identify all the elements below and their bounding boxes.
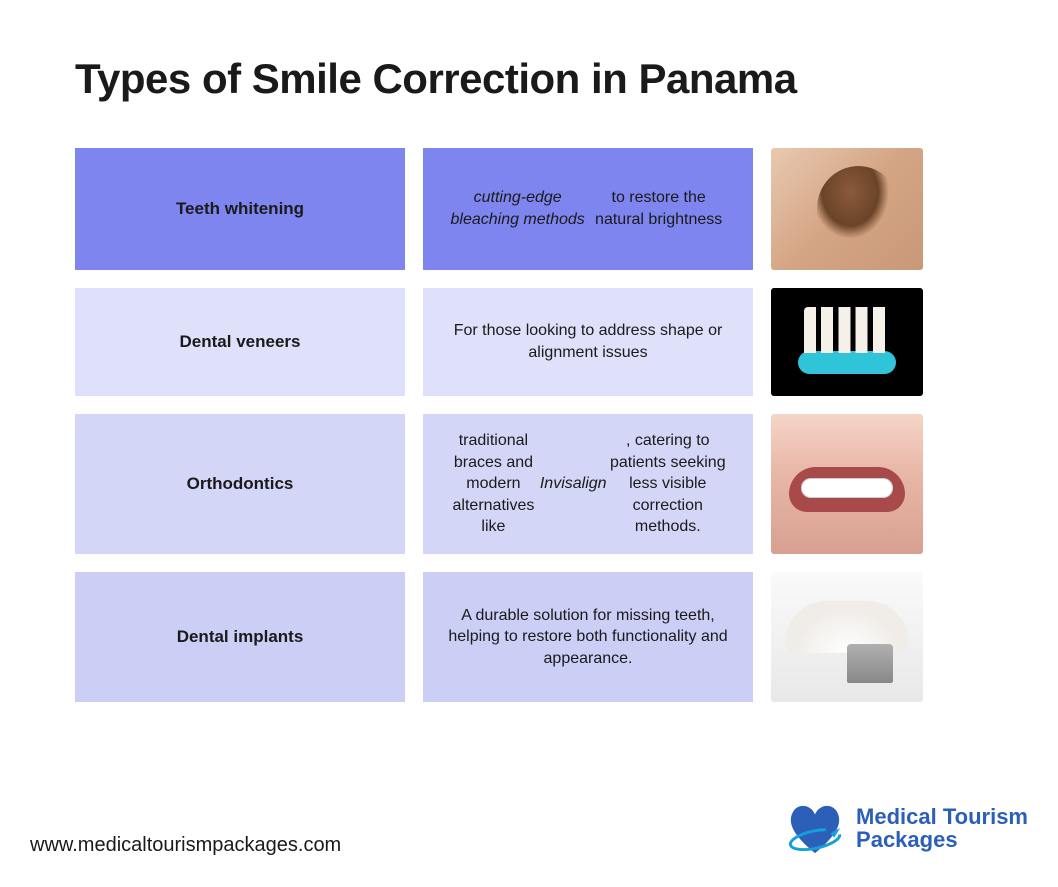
row-description: A durable solution for missing teeth, he…	[423, 572, 753, 702]
row-image-cell	[771, 288, 923, 396]
row-label: Dental veneers	[75, 288, 405, 396]
ortho-image	[771, 414, 923, 554]
table-row: Orthodonticstraditional braces and moder…	[75, 414, 1018, 554]
logo-text: Medical Tourism Packages	[856, 805, 1028, 851]
implants-image	[771, 572, 923, 702]
brand-logo: Medical Tourism Packages	[784, 799, 1028, 857]
page-title: Types of Smile Correction in Panama	[0, 0, 1058, 103]
row-description: traditional braces and modern alternativ…	[423, 414, 753, 554]
heart-plane-icon	[784, 799, 846, 857]
footer: www.medicaltourismpackages.com Medical T…	[30, 799, 1028, 857]
table-row: Dental implantsA durable solution for mi…	[75, 572, 1018, 702]
row-label: Orthodontics	[75, 414, 405, 554]
row-image-cell	[771, 148, 923, 270]
row-label: Teeth whitening	[75, 148, 405, 270]
row-description: cutting-edge bleaching methods to restor…	[423, 148, 753, 270]
veneers-image	[771, 288, 923, 396]
row-description: For those looking to address shape or al…	[423, 288, 753, 396]
table-row: Teeth whiteningcutting-edge bleaching me…	[75, 148, 1018, 270]
row-image-cell	[771, 414, 923, 554]
row-image-cell	[771, 572, 923, 702]
rows-container: Teeth whiteningcutting-edge bleaching me…	[0, 103, 1058, 702]
row-label: Dental implants	[75, 572, 405, 702]
logo-line2: Packages	[856, 828, 1028, 851]
whitening-image	[771, 148, 923, 270]
logo-line1: Medical Tourism	[856, 805, 1028, 828]
table-row: Dental veneersFor those looking to addre…	[75, 288, 1018, 396]
website-url: www.medicaltourismpackages.com	[30, 834, 341, 857]
